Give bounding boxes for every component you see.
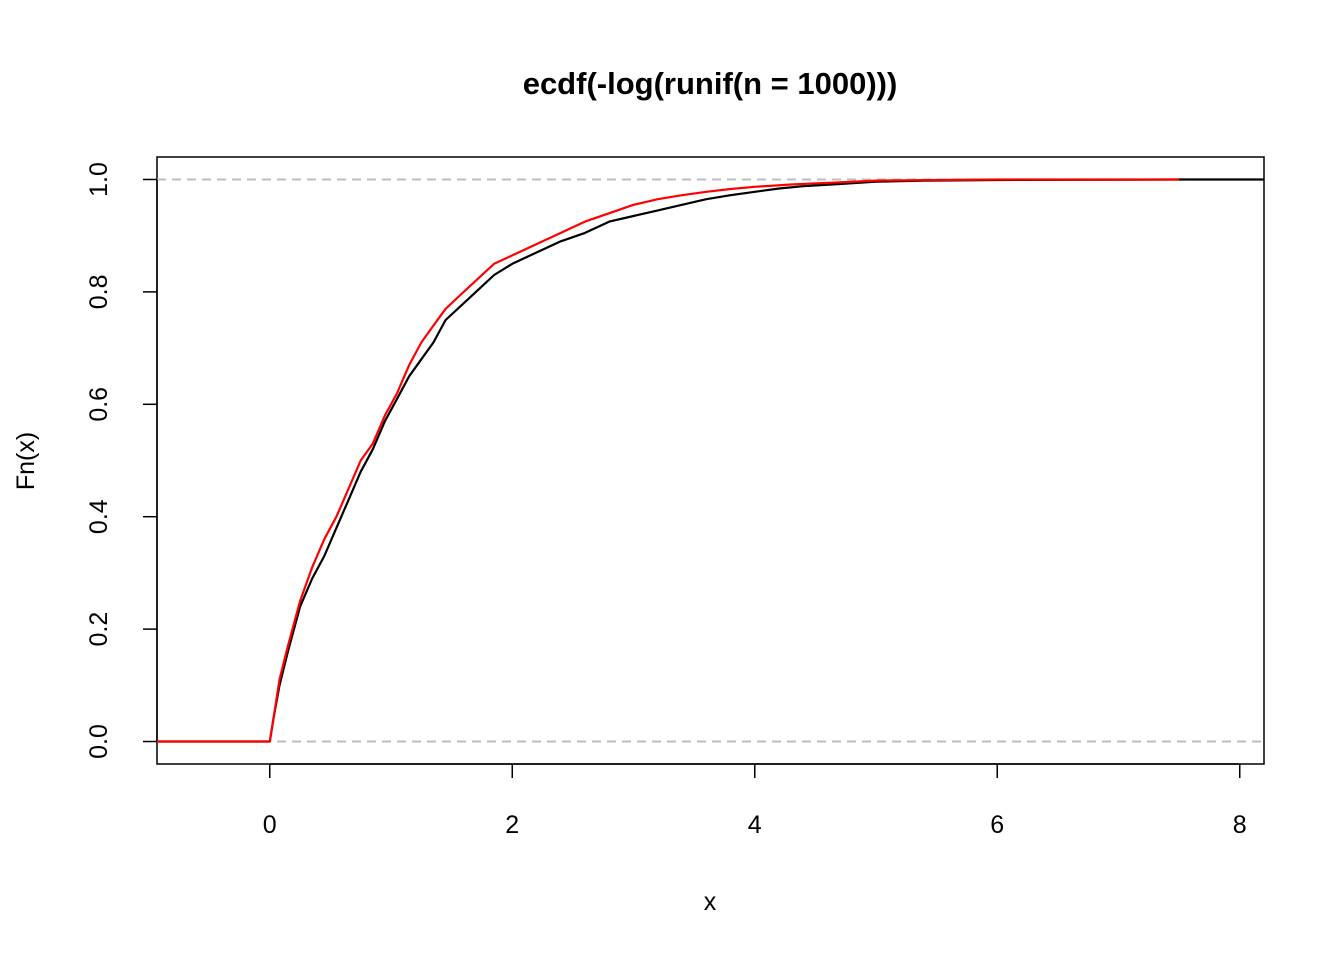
y-axis: 0.0 0.2 0.4 0.6 0.8 1.0 — [85, 162, 158, 759]
x-tick-label: 8 — [1233, 811, 1247, 839]
x-axis: 0 2 4 6 8 — [263, 763, 1247, 839]
x-tick-label: 0 — [263, 811, 277, 839]
y-tick-label: 0.8 — [85, 275, 113, 310]
y-tick-label: 1.0 — [85, 162, 113, 197]
series-line-1 — [157, 178, 1180, 743]
x-tick-label: 6 — [990, 811, 1004, 839]
x-tick-label: 4 — [748, 811, 762, 839]
y-tick-label: 0.6 — [85, 387, 113, 422]
series-layer — [157, 178, 1264, 743]
chart-title: ecdf(-log(runif(n = 1000))) — [523, 66, 898, 101]
x-tick-label: 2 — [505, 811, 519, 839]
y-tick-label: 0.0 — [85, 724, 113, 759]
y-tick-label: 0.4 — [85, 499, 113, 534]
y-axis-label: Fn(x) — [12, 432, 40, 490]
plot-frame — [156, 156, 1265, 765]
reference-lines — [157, 178, 1264, 743]
x-axis-label: x — [704, 888, 717, 916]
y-tick-label: 0.2 — [85, 612, 113, 647]
series-line-0 — [157, 178, 1264, 743]
